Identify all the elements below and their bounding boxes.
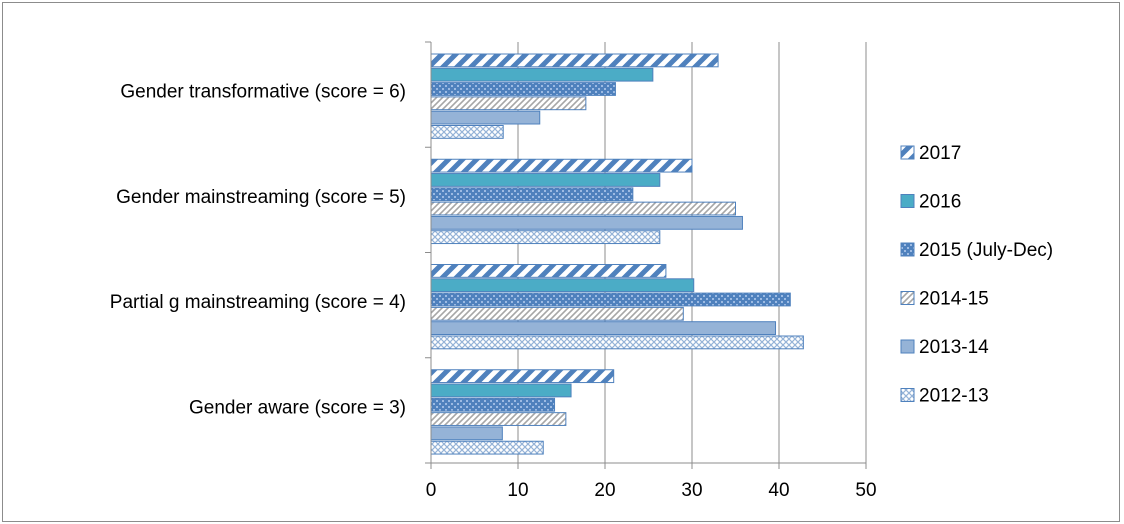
legend-label: 2013-14 [919, 337, 989, 358]
bar-2015-july-dec--cat3 [430, 397, 556, 412]
bar-2015-july-dec--cat1 [430, 187, 634, 202]
category-label: Gender transformative (score = 6) [120, 82, 406, 103]
bar-2017-cat2 [430, 264, 667, 278]
category-label: Gender mainstreaming (score = 5) [116, 187, 406, 208]
bar-2015-july-dec--cat0 [430, 82, 616, 96]
legend-swatch [900, 388, 915, 402]
x-tick-label: 10 [507, 480, 528, 501]
bar-2013-14-cat3 [430, 426, 503, 441]
bar-2016-cat2 [430, 278, 695, 293]
bar-2017-cat3 [430, 369, 615, 384]
legend-label: 2017 [919, 143, 961, 164]
bar-2013-14-cat0 [430, 110, 541, 125]
bar-2013-14-cat1 [430, 215, 743, 230]
legend-label: 2014-15 [919, 289, 989, 310]
bar-2014-15-cat1 [430, 201, 736, 216]
bar-2013-14-cat2 [430, 321, 777, 336]
legend-swatch [900, 339, 915, 354]
legend-swatch [900, 194, 915, 208]
legend-label: 2012-13 [919, 386, 989, 407]
x-tick-label: 0 [426, 480, 437, 501]
bar-2014-15-cat0 [430, 96, 587, 111]
legend-label: 2015 (July-Dec) [919, 240, 1053, 261]
bar-2017-cat1 [430, 158, 693, 173]
category-label: Partial g mainstreaming (score = 4) [110, 292, 406, 313]
bar-2016-cat0 [430, 67, 654, 82]
category-label: Gender aware (score = 3) [189, 397, 406, 418]
bar-2016-cat3 [430, 383, 572, 398]
bar-2012-13-cat1 [430, 230, 661, 245]
bar-2014-15-cat2 [430, 306, 684, 321]
bar-2015-july-dec--cat2 [430, 292, 791, 307]
legend-swatch [900, 242, 915, 257]
bar-2016-cat1 [430, 173, 661, 187]
bar-2017-cat0 [430, 53, 719, 68]
bar-2012-13-cat2 [430, 335, 804, 350]
legend-label: 2016 [919, 192, 961, 213]
legend-swatch [900, 145, 915, 160]
bar-2012-13-cat3 [430, 440, 544, 455]
x-tick-label: 40 [768, 480, 789, 501]
bar-2012-13-cat0 [430, 125, 504, 139]
x-tick-label: 50 [855, 480, 876, 501]
bar-2014-15-cat3 [430, 412, 567, 426]
bar-chart: 0 10 20 30 40 50 Gender transformative (score … [110, 41, 1053, 501]
legend-swatch [900, 291, 915, 305]
x-tick-label: 30 [681, 480, 702, 501]
x-tick-label: 20 [594, 480, 615, 501]
